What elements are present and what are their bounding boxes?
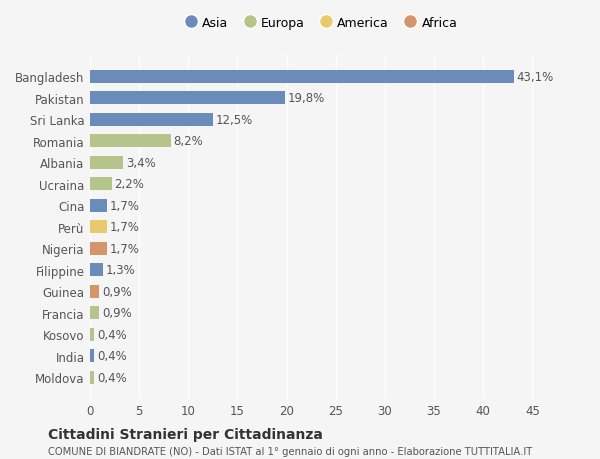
Bar	[90, 263, 103, 276]
Bar	[90, 178, 112, 191]
Text: 1,7%: 1,7%	[110, 221, 140, 234]
Text: 12,5%: 12,5%	[216, 113, 253, 127]
Text: 0,4%: 0,4%	[97, 349, 127, 362]
Text: Cittadini Stranieri per Cittadinanza: Cittadini Stranieri per Cittadinanza	[48, 427, 323, 442]
Bar	[90, 242, 107, 255]
Bar	[90, 71, 514, 84]
Text: 2,2%: 2,2%	[115, 178, 145, 191]
Bar	[90, 371, 94, 384]
Legend: Asia, Europa, America, Africa: Asia, Europa, America, Africa	[185, 17, 457, 29]
Text: 1,7%: 1,7%	[110, 199, 140, 212]
Text: 43,1%: 43,1%	[517, 71, 554, 84]
Bar	[90, 285, 99, 298]
Bar	[90, 349, 94, 362]
Text: 1,7%: 1,7%	[110, 242, 140, 255]
Bar	[90, 328, 94, 341]
Text: COMUNE DI BIANDRATE (NO) - Dati ISTAT al 1° gennaio di ogni anno - Elaborazione : COMUNE DI BIANDRATE (NO) - Dati ISTAT al…	[48, 447, 532, 456]
Bar	[90, 157, 124, 169]
Text: 8,2%: 8,2%	[173, 135, 203, 148]
Text: 19,8%: 19,8%	[287, 92, 325, 105]
Text: 1,3%: 1,3%	[106, 263, 136, 277]
Text: 3,4%: 3,4%	[127, 157, 156, 169]
Bar	[90, 221, 107, 234]
Bar	[90, 92, 284, 105]
Bar	[90, 199, 107, 212]
Text: 0,9%: 0,9%	[102, 307, 131, 319]
Bar	[90, 113, 213, 127]
Text: 0,9%: 0,9%	[102, 285, 131, 298]
Text: 0,4%: 0,4%	[97, 371, 127, 384]
Bar	[90, 307, 99, 319]
Bar	[90, 135, 170, 148]
Text: 0,4%: 0,4%	[97, 328, 127, 341]
